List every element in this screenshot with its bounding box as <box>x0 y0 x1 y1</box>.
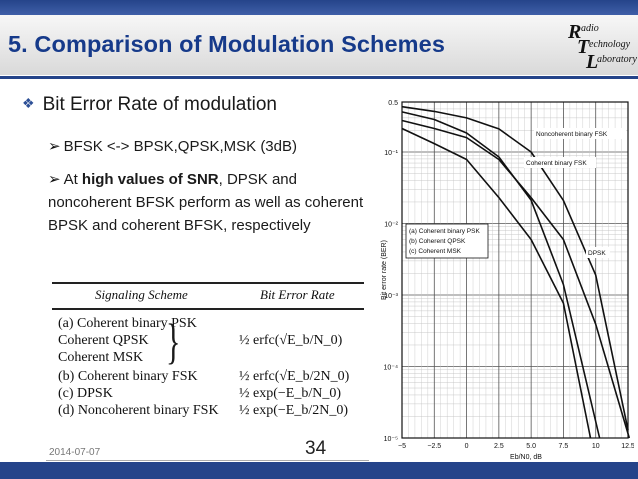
annotation-bg <box>534 128 626 139</box>
table-row-ber: ½ exp(−E_b/N_0) <box>239 386 341 401</box>
y-tick-label: 0.5 <box>388 100 398 107</box>
y-tick-label: 10⁻² <box>384 221 398 228</box>
logo-letter-l: L <box>586 51 599 73</box>
sub-bullet-2: ➢ At high values of SNR, DPSK and noncohe… <box>48 168 364 237</box>
table-row-scheme: (b) Coherent binary FSK <box>58 369 198 384</box>
table-row-ber: ½ erfc(√E_b/N_0) <box>239 333 343 348</box>
top-accent-bar <box>0 0 638 15</box>
x-tick-label: −5 <box>398 443 406 450</box>
logo-letter-r: R <box>568 21 582 43</box>
main-bullet-text: Bit Error Rate of modulation <box>42 94 278 115</box>
legend-entry: (c) Coherent MSK <box>409 248 462 255</box>
x-axis-label: Eb/N0, dB <box>510 454 542 461</box>
table-row-scheme: (c) DPSK <box>58 386 113 401</box>
x-tick-label: 2.5 <box>494 443 504 450</box>
logo-letter-t: T <box>577 36 590 58</box>
logo-text-aboratory: aboratory <box>597 54 637 65</box>
logo-text-echnology: echnology <box>589 39 631 50</box>
table-row-ber: ½ exp(−E_b/2N_0) <box>239 403 348 418</box>
legend-entry: (b) Coherent QPSK <box>409 238 466 245</box>
table-row-scheme: (d) Noncoherent binary FSK <box>58 403 219 418</box>
title-divider <box>0 76 638 79</box>
series-line <box>401 111 601 439</box>
table-row-ber: ½ erfc(√E_b/2N_0) <box>239 369 350 384</box>
x-tick-label: 5.0 <box>526 443 536 450</box>
annotation-coherent-bfsk: Coherent binary FSK <box>526 160 587 167</box>
annotation-bg <box>586 247 610 258</box>
y-tick-label: 10⁻³ <box>384 293 398 300</box>
x-tick-label: 10 <box>592 443 600 450</box>
table-header-ber: Bit Error Rate <box>260 287 335 302</box>
x-tick-label: 0 <box>465 443 469 450</box>
footer-date: 2014-07-07 <box>49 447 101 458</box>
table-row-scheme: Coherent MSK <box>58 350 144 365</box>
y-tick-label: 10⁻⁵ <box>384 436 398 443</box>
x-axis-ticks: −5 −2.5 0 2.5 5.0 7.5 10 12.5 <box>398 443 634 450</box>
main-bullet: ❖ Bit Error Rate of modulation <box>22 94 277 116</box>
diamond-cluster-icon: ❖ <box>22 95 35 111</box>
series-line <box>401 119 631 439</box>
chart-frame <box>401 101 629 439</box>
series-line <box>401 105 629 431</box>
title-band <box>0 15 638 75</box>
y-axis-ticks: 0.5 10⁻¹ 10⁻² 10⁻³ 10⁻⁴ 10⁻⁵ <box>384 100 399 443</box>
x-tick-label: 7.5 <box>559 443 569 450</box>
series-line <box>401 127 592 439</box>
annotation-noncoherent-bfsk: Noncoherent binary FSK <box>536 131 608 138</box>
page-number: 34 <box>305 438 327 459</box>
ber-chart: 0.5 10⁻¹ 10⁻² 10⁻³ 10⁻⁴ 10⁻⁵ −5 −2.5 0 2.5 5.0 7.5… <box>381 100 634 461</box>
table-top-rule <box>52 282 364 284</box>
annotation-dpsk: DPSK <box>588 250 606 257</box>
ber-table: Signaling Scheme Bit Error Rate (a) Cohe… <box>44 280 371 428</box>
logo-text-adio: adio <box>581 23 599 34</box>
table-header-scheme: Signaling Scheme <box>95 287 188 302</box>
sub-bullet-1-text: BFSK <-> BPSK,QPSK,MSK (3dB) <box>63 138 297 155</box>
arrowhead-icon: ➢ <box>48 171 61 188</box>
bottom-accent-bar <box>0 462 638 479</box>
y-tick-label: 10⁻¹ <box>384 150 398 157</box>
table-row-scheme: Coherent QPSK <box>58 333 149 348</box>
footer-divider <box>46 460 369 461</box>
y-axis-label: Bit error rate (BER) <box>381 240 388 300</box>
legend-entry: (a) Coherent binary PSK <box>409 228 480 235</box>
x-tick-label: 12.5 <box>621 443 634 450</box>
lab-logo: R adio T echnology L aboratory <box>568 20 638 72</box>
slide-title: 5. Comparison of Modulation Schemes <box>8 31 445 57</box>
sub-bullet-1: ➢ BFSK <-> BPSK,QPSK,MSK (3dB) <box>48 137 297 155</box>
table-header-rule <box>52 308 364 310</box>
para-rest: , DPSK and noncoherent BFSK perform as w… <box>48 171 364 234</box>
annotation-bg <box>524 157 596 168</box>
table-row-scheme: (a) Coherent binary PSK <box>58 316 197 331</box>
para-bold: high values of SNR <box>81 171 219 188</box>
chart-curves <box>401 105 631 439</box>
x-tick-label: −2.5 <box>427 443 441 450</box>
para-prefix: At <box>63 171 82 188</box>
chart-legend-box <box>405 223 489 259</box>
table-brace: } <box>166 313 181 369</box>
y-tick-label: 10⁻⁴ <box>384 364 399 371</box>
arrowhead-icon: ➢ <box>48 138 61 155</box>
